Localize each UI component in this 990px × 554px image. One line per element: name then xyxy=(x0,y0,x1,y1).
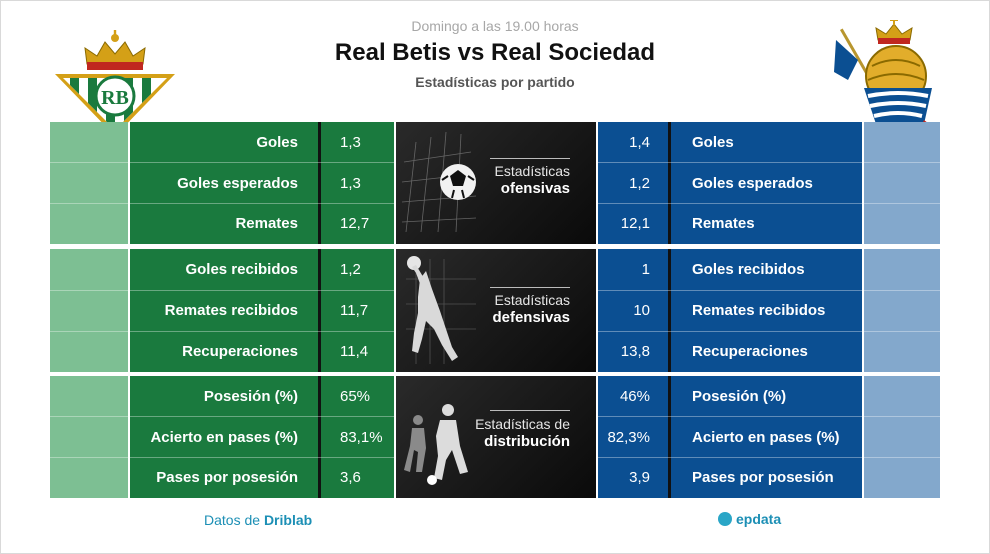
right-divider xyxy=(668,249,671,372)
row-value-right: 1,4 xyxy=(629,134,650,151)
left-value-band xyxy=(321,249,394,372)
data-source-name: Driblab xyxy=(263,512,313,528)
row-value-right: 3,9 xyxy=(629,469,650,486)
players-icon xyxy=(404,404,468,485)
row-separator xyxy=(598,203,940,204)
row-label-right: Goles xyxy=(692,134,734,151)
panel-title-line2: ofensivas xyxy=(500,180,570,197)
panel-title-line1: Estadísticas xyxy=(494,292,570,308)
defensive-stats-panel: Estadísticas defensivas xyxy=(396,249,596,372)
row-label-left: Goles esperados xyxy=(177,175,298,192)
row-separator xyxy=(50,331,394,332)
row-label-left: Remates recibidos xyxy=(164,302,298,319)
right-divider xyxy=(668,122,671,244)
soccer-ball-in-net-icon xyxy=(401,131,477,233)
row-value-right: 1 xyxy=(641,261,650,278)
row-value-right: 13,8 xyxy=(620,343,650,360)
left-value-band xyxy=(321,376,394,498)
row-label-right: Goles recibidos xyxy=(692,261,805,278)
panel-rule xyxy=(490,287,570,288)
epdata-dot-icon xyxy=(718,512,732,526)
panel-title-line2: distribución xyxy=(484,433,570,450)
epdata-logo: epdata xyxy=(718,511,781,527)
row-separator xyxy=(50,416,394,417)
row-label-left: Posesión (%) xyxy=(203,388,298,405)
page-title: Real Betis vs Real Sociedad xyxy=(334,39,656,66)
right-light-band xyxy=(864,122,940,244)
panel-title-line2: defensivas xyxy=(492,309,570,326)
right-label-band xyxy=(671,376,862,498)
left-light-band xyxy=(50,122,128,244)
row-value-right: 1,2 xyxy=(629,175,650,192)
right-light-band xyxy=(864,376,940,498)
epdata-brand: epdata xyxy=(736,511,782,527)
right-value-band xyxy=(598,376,668,498)
row-label-right: Goles esperados xyxy=(692,175,813,192)
row-separator xyxy=(598,290,940,291)
right-light-band xyxy=(864,249,940,372)
row-label-left: Acierto en pases (%) xyxy=(150,429,298,446)
right-value-band xyxy=(598,122,668,244)
row-label-left: Goles xyxy=(256,134,298,151)
row-separator xyxy=(50,290,394,291)
row-label-right: Recuperaciones xyxy=(692,343,808,360)
left-label-band xyxy=(130,376,318,498)
left-light-band xyxy=(50,376,128,498)
data-source: Datos de Driblab xyxy=(204,512,312,528)
real-sociedad-crest-icon xyxy=(828,16,946,138)
panel-title-line1: Estadísticas de xyxy=(475,416,570,432)
panel-title-line1: Estadísticas xyxy=(494,163,570,179)
panel-rule xyxy=(490,410,570,411)
row-value-left: 83,1% xyxy=(340,429,383,446)
row-value-left: 65% xyxy=(340,388,371,405)
distribution-stats-panel: Estadísticas de distribución xyxy=(396,376,596,498)
row-value-left: 1,3 xyxy=(340,175,361,192)
right-divider xyxy=(668,376,671,498)
left-divider xyxy=(318,122,321,244)
row-value-right: 82,3% xyxy=(607,429,650,446)
row-label-left: Pases por posesión xyxy=(156,469,298,486)
row-separator xyxy=(598,331,940,332)
left-label-band xyxy=(130,249,318,372)
left-value-band xyxy=(321,122,394,244)
row-value-left: 3,6 xyxy=(340,469,361,486)
row-label-right: Acierto en pases (%) xyxy=(692,429,840,446)
row-value-right: 12,1 xyxy=(620,215,650,232)
real-betis-crest-icon: RB xyxy=(50,28,180,140)
left-label-band xyxy=(130,122,318,244)
row-label-right: Remates xyxy=(692,215,755,232)
row-value-right: 10 xyxy=(633,302,650,319)
left-light-band xyxy=(50,249,128,372)
row-value-left: 1,2 xyxy=(340,261,361,278)
row-label-left: Recuperaciones xyxy=(182,343,298,360)
right-label-band xyxy=(671,249,862,372)
row-separator xyxy=(50,162,394,163)
row-label-right: Remates recibidos xyxy=(692,302,826,319)
row-value-left: 12,7 xyxy=(340,215,370,232)
right-label-band xyxy=(671,122,862,244)
row-label-right: Posesión (%) xyxy=(692,388,787,405)
row-label-left: Remates xyxy=(235,215,298,232)
row-separator xyxy=(50,457,394,458)
row-separator xyxy=(598,416,940,417)
page-subtitle: Estadísticas por partido xyxy=(415,74,575,90)
row-separator xyxy=(50,203,394,204)
data-source-prefix: Datos de xyxy=(204,512,264,528)
row-label-left: Goles recibidos xyxy=(185,261,298,278)
goalkeeper-icon xyxy=(406,256,476,364)
match-datetime: Domingo a las 19.00 horas xyxy=(411,18,579,34)
row-separator xyxy=(598,162,940,163)
row-value-left: 1,3 xyxy=(340,134,361,151)
row-value-right: 46% xyxy=(619,388,650,405)
right-value-band xyxy=(598,249,668,372)
offensive-stats-panel: Estadísticas ofensivas xyxy=(396,122,596,244)
left-divider xyxy=(318,376,321,498)
row-value-left: 11,4 xyxy=(340,343,369,360)
row-separator xyxy=(598,457,940,458)
left-divider xyxy=(318,249,321,372)
svg-text:RB: RB xyxy=(101,87,129,109)
row-value-left: 11,7 xyxy=(340,302,369,319)
panel-rule xyxy=(490,158,570,159)
row-label-right: Pases por posesión xyxy=(692,469,834,486)
